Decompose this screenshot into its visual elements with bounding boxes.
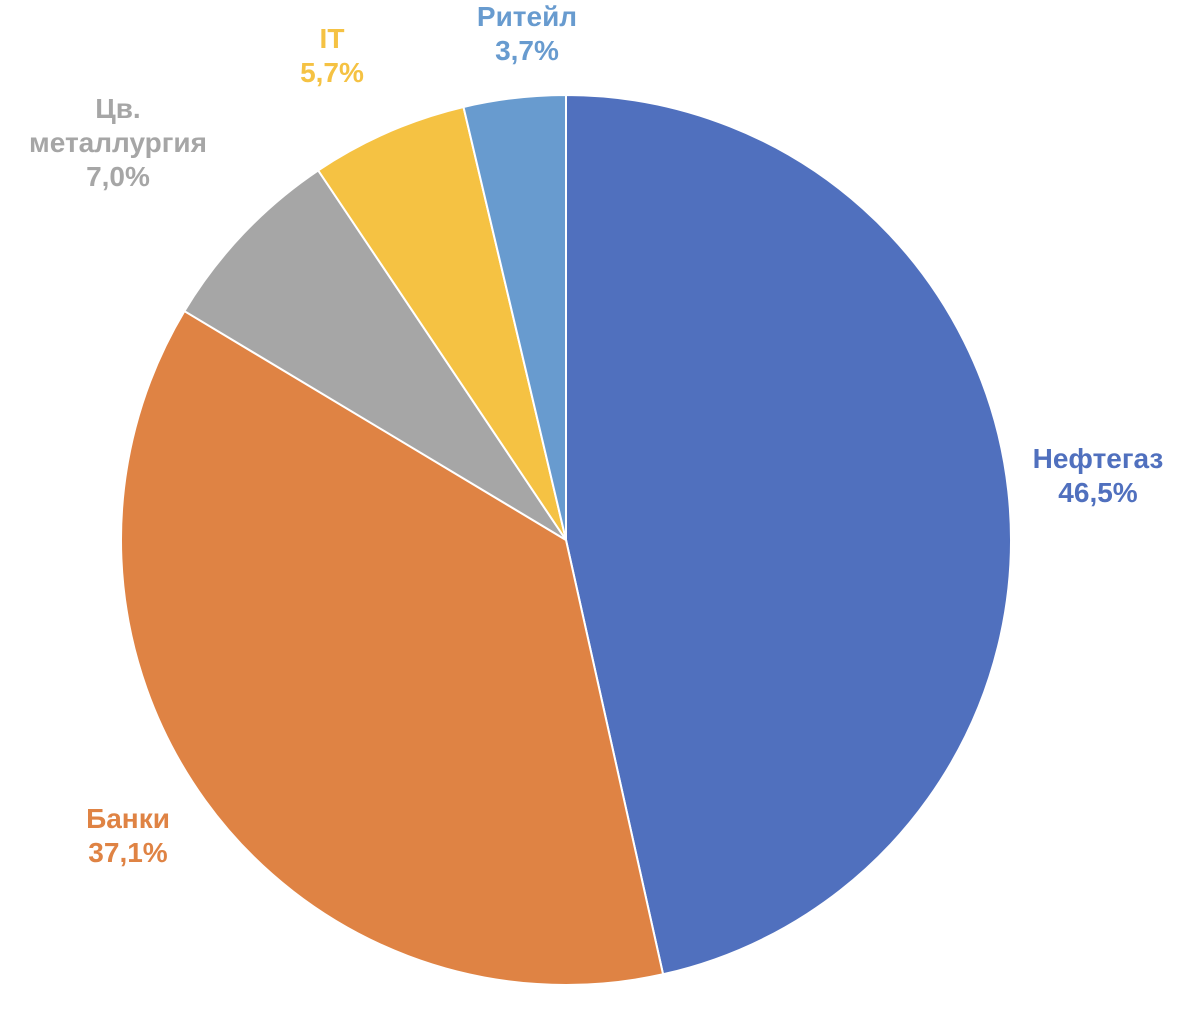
pie-slice-3 bbox=[316, 105, 567, 541]
slice-value-label: 5,7% bbox=[300, 57, 364, 88]
pie-slice-2 bbox=[183, 168, 567, 541]
slice-label-1: Банки 37,1% bbox=[86, 803, 170, 868]
slice-value-label: 37,1% bbox=[88, 837, 167, 868]
slice-name-label: металлургия bbox=[29, 127, 207, 158]
slice-label-2: Цв. металлургия 7,0% bbox=[29, 93, 207, 192]
slice-value-label: 3,7% bbox=[495, 35, 559, 66]
slice-name-label: Нефтегаз bbox=[1033, 443, 1164, 474]
pie-slice-1 bbox=[120, 309, 665, 986]
slice-name-label: Банки bbox=[86, 803, 170, 834]
slice-label-4: Ритейл 3,7% bbox=[477, 1, 577, 66]
pie-slice-0 bbox=[565, 93, 1012, 976]
slice-value-label: 46,5% bbox=[1058, 477, 1137, 508]
labels-layer: Нефтегаз 46,5% Банки 37,1% Цв. металлургия 7,0… bbox=[29, 1, 1163, 868]
slice-label-0: Нефтегаз 46,5% bbox=[1033, 443, 1164, 508]
slice-label-3: IT 5,7% bbox=[300, 23, 364, 88]
slices-layer bbox=[120, 93, 1012, 986]
slice-value-label: 7,0% bbox=[86, 161, 150, 192]
slice-name-label: Ритейл bbox=[477, 1, 577, 32]
slice-name-label: IT bbox=[320, 23, 345, 54]
slice-name-label: Цв. bbox=[95, 93, 140, 124]
pie-slice-4 bbox=[462, 93, 567, 541]
